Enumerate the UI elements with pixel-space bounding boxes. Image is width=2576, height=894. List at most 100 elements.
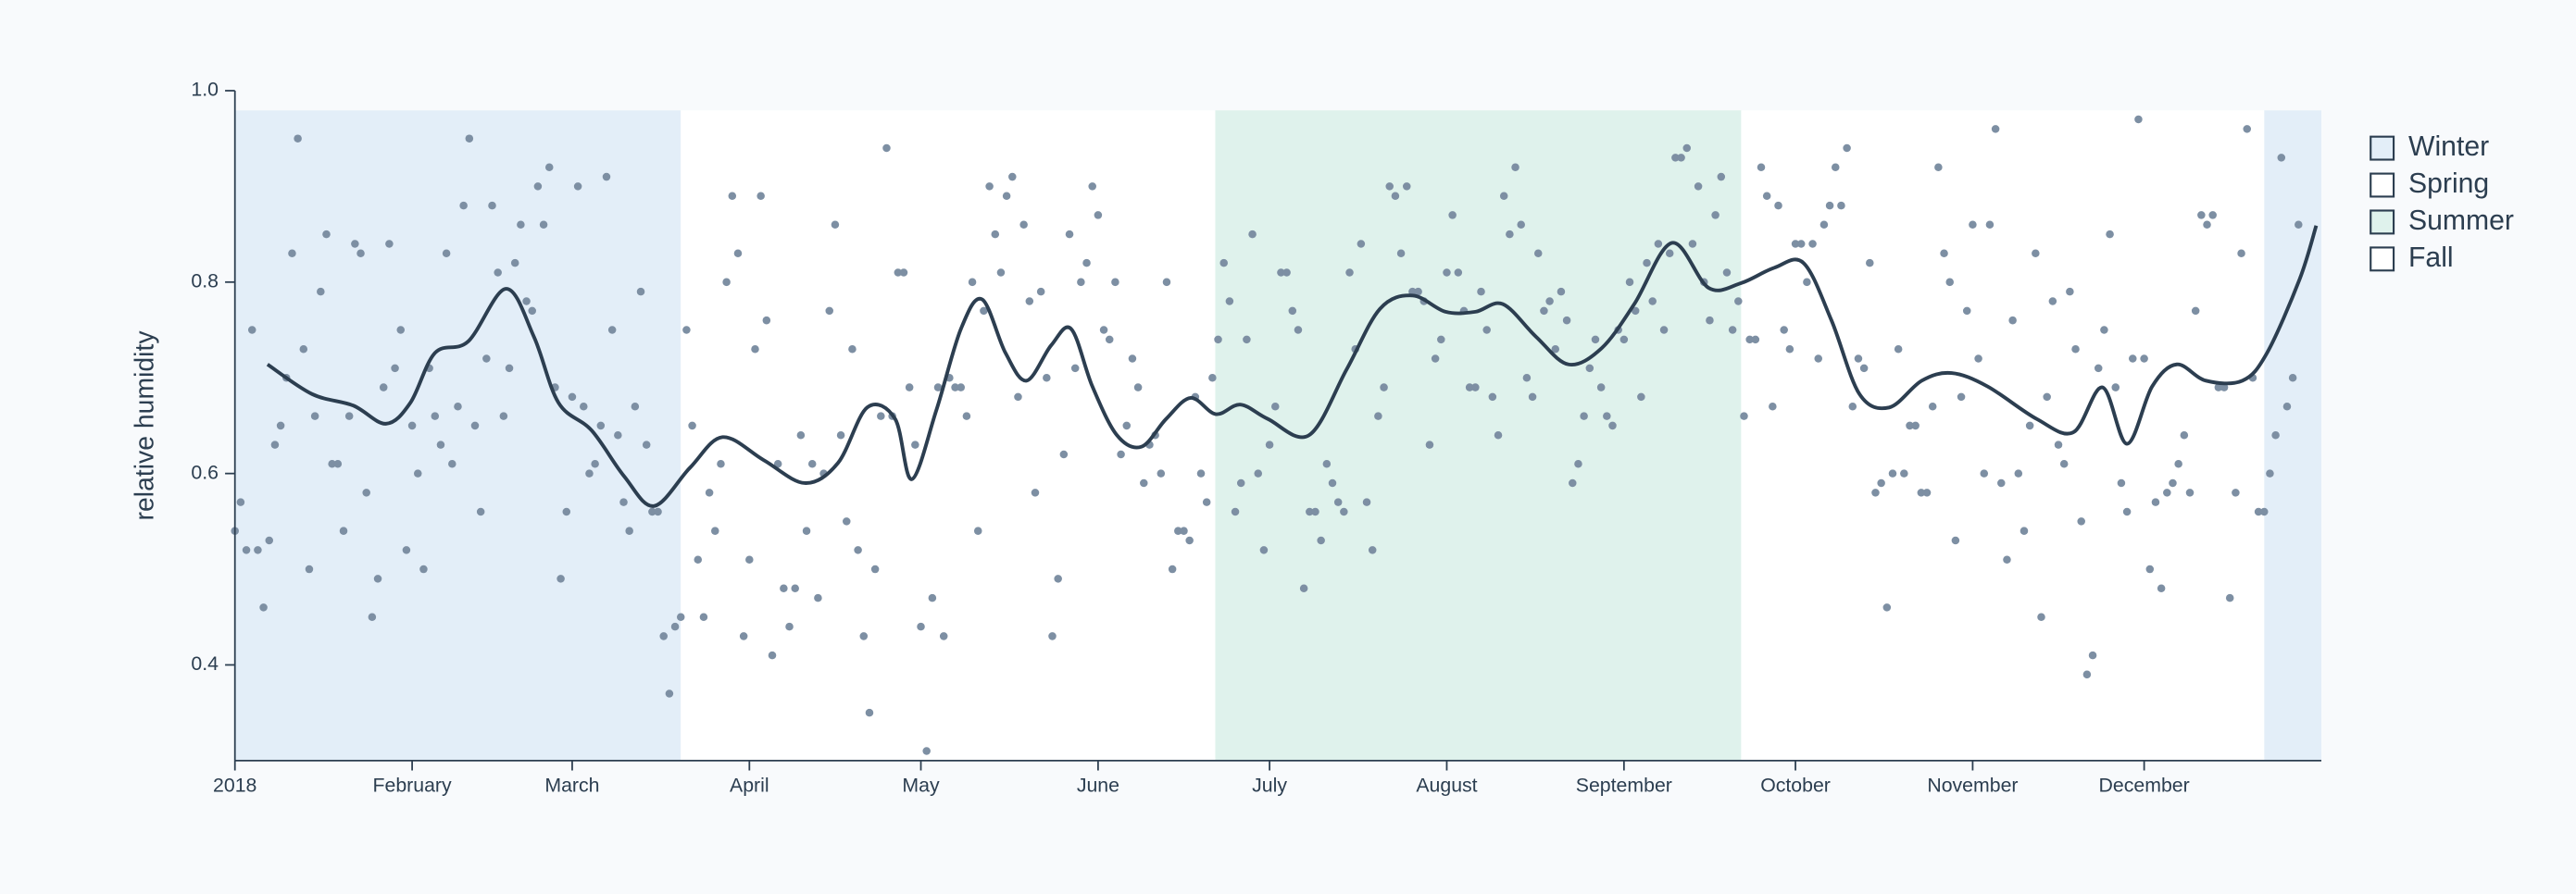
data-point bbox=[899, 268, 908, 277]
data-point bbox=[1054, 575, 1062, 583]
data-point bbox=[585, 469, 594, 478]
data-point bbox=[510, 258, 519, 267]
data-point bbox=[1311, 507, 1319, 516]
data-point bbox=[465, 134, 474, 143]
data-point bbox=[757, 192, 765, 201]
data-point bbox=[1574, 460, 1582, 468]
data-point bbox=[1871, 489, 1880, 497]
data-point bbox=[2032, 249, 2040, 258]
data-point bbox=[739, 632, 748, 640]
data-point bbox=[2180, 431, 2189, 440]
data-point bbox=[1070, 364, 1080, 373]
x-tick-label: December bbox=[2099, 775, 2190, 797]
data-point bbox=[2025, 421, 2034, 430]
data-point bbox=[745, 555, 754, 564]
data-point bbox=[1180, 527, 1188, 535]
data-point bbox=[1757, 163, 1766, 171]
data-point bbox=[1117, 450, 1125, 459]
data-point bbox=[1900, 469, 1908, 478]
legend: Winter Spring Summer Fall bbox=[2370, 131, 2514, 273]
data-point bbox=[1448, 211, 1457, 219]
x-tick-label: September bbox=[1576, 775, 1672, 797]
data-point bbox=[1769, 402, 1777, 411]
data-point bbox=[773, 460, 782, 468]
data-point bbox=[2037, 613, 2045, 622]
data-point bbox=[1391, 192, 1400, 201]
data-point bbox=[1396, 249, 1406, 258]
data-point bbox=[482, 354, 491, 363]
trend-line bbox=[266, 225, 2319, 508]
data-point bbox=[2100, 326, 2108, 334]
data-point bbox=[2282, 402, 2292, 411]
data-point bbox=[2082, 670, 2092, 679]
data-point bbox=[2237, 249, 2245, 258]
data-point bbox=[1499, 192, 1508, 201]
data-point bbox=[2266, 469, 2274, 478]
data-point bbox=[1202, 498, 1211, 506]
data-point bbox=[1665, 249, 1674, 258]
data-point bbox=[802, 527, 811, 535]
data-point bbox=[373, 575, 382, 583]
data-point bbox=[328, 460, 336, 468]
data-point bbox=[1306, 507, 1314, 516]
data-point bbox=[951, 383, 959, 391]
data-point bbox=[854, 546, 862, 554]
data-point bbox=[1059, 450, 1069, 459]
data-point bbox=[682, 326, 691, 334]
data-point bbox=[1843, 143, 1851, 153]
data-point bbox=[2185, 489, 2195, 497]
data-point bbox=[1654, 240, 1663, 248]
data-point bbox=[1385, 182, 1394, 191]
data-point bbox=[402, 546, 411, 554]
data-point bbox=[2271, 431, 2280, 440]
data-point bbox=[928, 593, 937, 602]
data-point bbox=[2295, 220, 2303, 230]
data-point bbox=[305, 565, 314, 574]
data-point bbox=[1414, 287, 1422, 296]
data-point bbox=[1677, 154, 1685, 162]
data-point bbox=[1894, 344, 1903, 354]
data-point bbox=[922, 747, 931, 755]
data-point bbox=[356, 249, 365, 258]
data-point bbox=[1911, 421, 1919, 430]
data-point bbox=[2169, 478, 2177, 488]
data-point bbox=[607, 326, 617, 334]
data-point bbox=[1980, 469, 1989, 478]
data-point bbox=[1299, 584, 1308, 592]
data-point bbox=[973, 527, 982, 535]
axes: 0.4 0.6 0.8 1.0 2018 February March April May Jun… bbox=[191, 79, 2321, 797]
data-point bbox=[1734, 297, 1743, 305]
data-point bbox=[2197, 211, 2206, 219]
data-point bbox=[459, 201, 468, 210]
data-point bbox=[859, 632, 869, 640]
data-point bbox=[1471, 383, 1480, 391]
data-point bbox=[705, 489, 714, 497]
data-point bbox=[2288, 373, 2297, 382]
data-point bbox=[985, 182, 994, 191]
data-point bbox=[825, 306, 834, 316]
data-point bbox=[1168, 565, 1177, 574]
data-point bbox=[1157, 469, 1166, 478]
data-point bbox=[1751, 335, 1760, 344]
data-point bbox=[476, 507, 485, 516]
data-point bbox=[836, 431, 845, 440]
data-point bbox=[1940, 249, 1948, 258]
data-point bbox=[1128, 354, 1137, 363]
data-point bbox=[1277, 268, 1285, 277]
data-point bbox=[933, 383, 943, 391]
data-point bbox=[499, 412, 508, 420]
data-point bbox=[1374, 412, 1382, 420]
data-point bbox=[1951, 536, 1960, 545]
data-point bbox=[1837, 201, 1845, 210]
data-point bbox=[1231, 507, 1240, 516]
data-point bbox=[1254, 469, 1263, 478]
data-point bbox=[768, 651, 777, 660]
data-point bbox=[294, 134, 302, 143]
data-point bbox=[419, 565, 428, 574]
data-point bbox=[2214, 383, 2223, 391]
data-point bbox=[911, 441, 919, 449]
data-point bbox=[1340, 507, 1348, 516]
data-point bbox=[1934, 163, 1943, 171]
data-point bbox=[1659, 326, 1669, 334]
